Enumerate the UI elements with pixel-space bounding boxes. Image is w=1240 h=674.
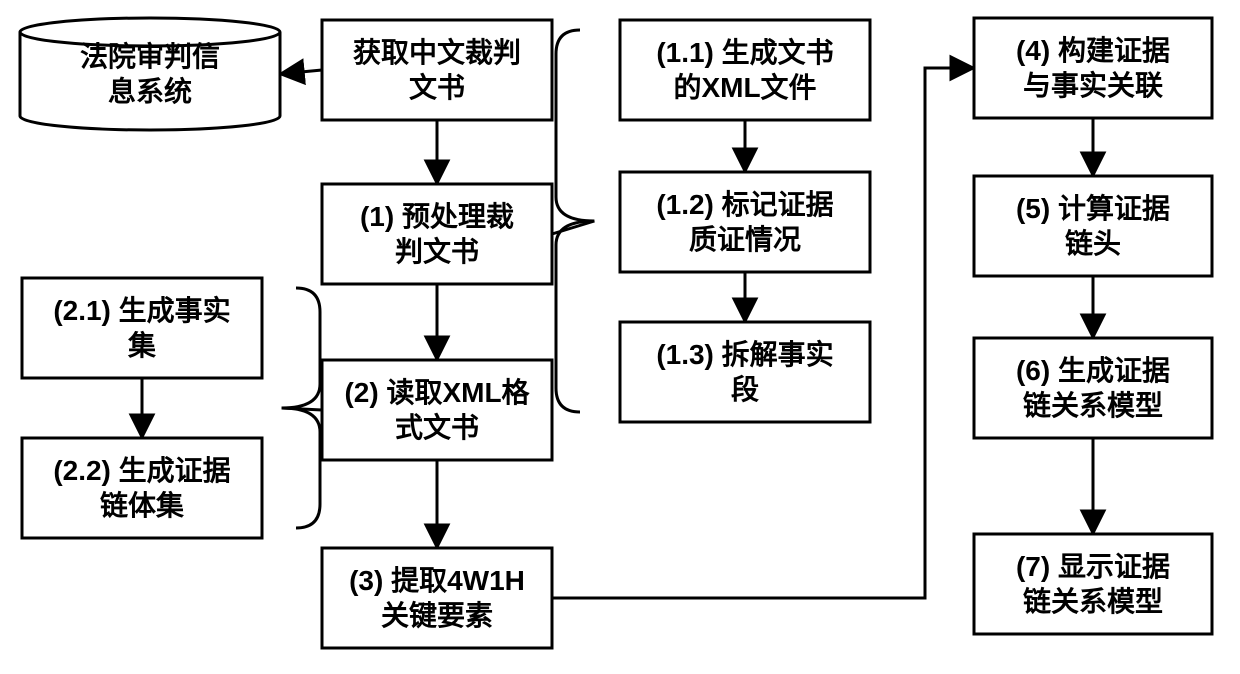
node-s4: (4) 构建证据与事实关联 bbox=[974, 18, 1212, 118]
node-text: 质证情况 bbox=[689, 224, 801, 255]
node-s2: (2) 读取XML格式文书 bbox=[322, 360, 552, 460]
brace-attach-1 bbox=[282, 408, 322, 410]
node-text: (1.3) 拆解事实 bbox=[656, 338, 833, 370]
node-s12: (1.2) 标记证据质证情况 bbox=[620, 172, 870, 272]
node-text: 关键要素 bbox=[381, 600, 493, 631]
nodes-layer: 法院审判信息系统获取中文裁判文书(1) 预处理裁判文书(2) 读取XML格式文书… bbox=[20, 18, 1212, 648]
node-text: 法院审判信 bbox=[80, 40, 220, 72]
node-get: 获取中文裁判文书 bbox=[322, 20, 552, 120]
node-text: 链关系模型 bbox=[1023, 390, 1163, 421]
node-text: (3) 提取4W1H bbox=[349, 565, 525, 596]
brace-0 bbox=[556, 30, 594, 412]
edges-layer bbox=[142, 68, 1093, 598]
node-text: 与事实关联 bbox=[1023, 69, 1163, 101]
node-text: 息系统 bbox=[108, 75, 192, 107]
node-text: 链头 bbox=[1065, 228, 1121, 259]
node-text: (2) 读取XML格 bbox=[344, 377, 530, 408]
node-text: 段 bbox=[731, 373, 759, 405]
node-text: (5) 计算证据 bbox=[1016, 192, 1170, 224]
node-s11: (1.1) 生成文书的XML文件 bbox=[620, 20, 870, 120]
node-db: 法院审判信息系统 bbox=[20, 18, 280, 130]
node-text: (6) 生成证据 bbox=[1016, 355, 1170, 386]
node-text: 获取中文裁判 bbox=[353, 36, 521, 68]
node-text: (2.1) 生成事实 bbox=[53, 294, 230, 326]
node-s6: (6) 生成证据链关系模型 bbox=[974, 338, 1212, 438]
node-text: 式文书 bbox=[395, 411, 479, 443]
edge-get-db bbox=[280, 70, 322, 74]
node-s7: (7) 显示证据链关系模型 bbox=[974, 534, 1212, 634]
node-s13: (1.3) 拆解事实段 bbox=[620, 322, 870, 422]
node-text: (4) 构建证据 bbox=[1016, 35, 1170, 66]
node-s21: (2.1) 生成事实集 bbox=[22, 278, 262, 378]
node-text: (1.2) 标记证据 bbox=[656, 189, 833, 220]
flowchart-root: 法院审判信息系统获取中文裁判文书(1) 预处理裁判文书(2) 读取XML格式文书… bbox=[0, 0, 1240, 674]
node-s3: (3) 提取4W1H 关键要素 bbox=[322, 548, 552, 648]
node-text: 的XML文件 bbox=[673, 71, 816, 103]
node-text: (2.2) 生成证据 bbox=[53, 455, 230, 486]
node-text: 判文书 bbox=[395, 235, 479, 267]
node-s5: (5) 计算证据链头 bbox=[974, 176, 1212, 276]
node-text: 链关系模型 bbox=[1023, 586, 1163, 617]
node-text: (1) 预处理裁 bbox=[360, 201, 514, 232]
node-text: (1.1) 生成文书 bbox=[656, 36, 833, 68]
node-text: 链体集 bbox=[100, 490, 184, 521]
node-s22: (2.2) 生成证据链体集 bbox=[22, 438, 262, 538]
node-text: (7) 显示证据 bbox=[1016, 551, 1170, 582]
node-text: 集 bbox=[127, 330, 156, 361]
node-text: 文书 bbox=[409, 71, 465, 103]
node-s1: (1) 预处理裁判文书 bbox=[322, 184, 552, 284]
